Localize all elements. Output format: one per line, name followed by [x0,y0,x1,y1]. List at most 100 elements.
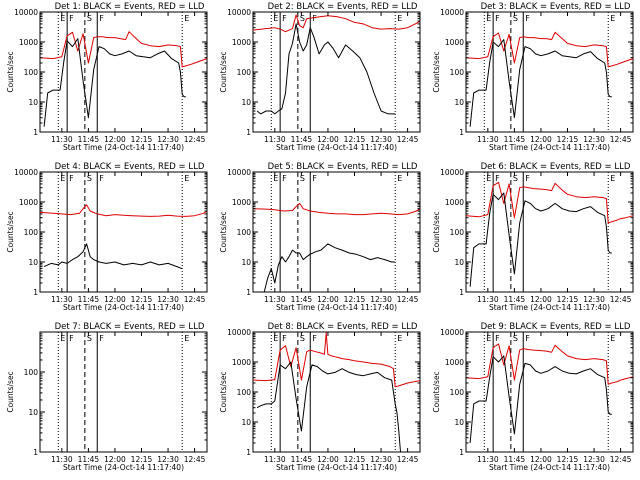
y-tick-label: 10000 [440,8,464,17]
event-label: F [69,174,74,183]
event-label: E [60,174,65,183]
event-label: E [486,334,491,343]
y-tick-label: 1000 [445,198,464,207]
event-label: E [60,14,65,23]
y-tick-label: 10 [241,258,251,267]
y-tick-label: 1 [246,288,251,297]
y-tick-label: 10000 [14,168,38,177]
x-tick-label: 12:30 [583,455,605,464]
x-tick-label: 11:30 [477,295,499,304]
y-tick-label: 100 [237,68,252,77]
y-tick-label: 1 [459,288,464,297]
x-tick-label: 12:30 [157,455,179,464]
event-label: F [525,14,530,23]
events-series-line [263,243,396,293]
x-tick-label: 12:15 [344,455,366,464]
lld-series-line [465,31,634,68]
y-tick-label: 10000 [227,168,251,177]
event-label: F [312,174,317,183]
event-label: S [87,14,92,23]
x-tick-label: 11:30 [51,135,73,144]
event-label: S [513,14,518,23]
event-label: F [495,334,500,343]
event-label: E [60,334,65,343]
y-tick-label: 10000 [14,8,38,17]
lld-series-line [252,14,421,33]
x-tick-label: 11:30 [264,455,286,464]
x-tick-label: 11:45 [291,295,313,304]
events-series-line [469,355,612,444]
event-label: E [486,14,491,23]
y-axis-label: Counts/sec [6,51,15,92]
y-tick-label: 1000 [232,198,251,207]
y-tick-label: 10 [28,258,38,267]
y-axis-label: Counts/sec [6,371,15,412]
event-label: E [184,14,189,23]
x-tick-label: 12:00 [104,295,126,304]
x-tick-label: 11:45 [291,455,313,464]
event-label: E [273,334,278,343]
y-tick-label: 10 [454,418,464,427]
events-series-line [469,39,612,127]
panel-title: Det 5: BLACK = Events, RED = LLD [268,162,418,172]
event-label: E [273,174,278,183]
events-series-line [43,243,183,270]
event-label: S [513,334,518,343]
y-tick-label: 1 [459,128,464,137]
plot-frame [39,331,208,453]
x-tick-label: 11:30 [477,455,499,464]
x-tick-label: 12:15 [131,455,153,464]
x-axis-label: Start Time (24-Oct-14 11:17:40) [276,463,397,472]
events-series-line [256,361,401,453]
event-label: F [525,174,530,183]
x-tick-label: 12:45 [184,295,206,304]
event-label: F [99,334,104,343]
y-tick-label: 100 [24,68,39,77]
y-tick-label: 10000 [440,328,464,337]
event-label: F [69,334,74,343]
event-label: F [495,174,500,183]
x-tick-label: 11:45 [504,135,526,144]
x-tick-label: 11:45 [504,455,526,464]
x-tick-label: 12:00 [530,135,552,144]
y-tick-label: 1 [33,448,38,457]
y-axis-label: Counts/sec [219,51,228,92]
event-label: F [69,14,74,23]
x-axis-label: Start Time (24-Oct-14 11:17:40) [63,463,184,472]
x-tick-label: 12:45 [397,455,419,464]
event-label: S [300,334,305,343]
y-tick-label: 10 [454,98,464,107]
panel-title: Det 1: BLACK = Events, RED = LLD [55,2,205,12]
x-axis-label: Start Time (24-Oct-14 11:17:40) [489,303,610,312]
x-tick-label: 12:30 [583,295,605,304]
x-tick-label: 12:30 [157,295,179,304]
y-tick-label: 10000 [440,168,464,177]
x-tick-label: 12:45 [184,455,206,464]
event-label: S [300,14,305,23]
x-tick-label: 11:30 [264,135,286,144]
event-label: E [610,174,615,183]
event-label: F [495,14,500,23]
x-tick-label: 11:30 [51,455,73,464]
event-label: F [282,174,287,183]
y-tick-label: 100 [450,68,465,77]
x-tick-label: 12:15 [131,295,153,304]
event-label: E [610,14,615,23]
events-series-line [256,23,396,115]
x-tick-label: 12:30 [370,455,392,464]
x-axis-label: Start Time (24-Oct-14 11:17:40) [276,143,397,152]
y-tick-label: 1 [33,288,38,297]
y-tick-label: 100 [237,388,252,397]
event-label: E [397,334,402,343]
y-tick-label: 1000 [232,38,251,47]
event-label: F [525,334,530,343]
event-label: F [312,334,317,343]
y-axis-label: Counts/sec [6,211,15,252]
x-tick-label: 12:15 [557,295,579,304]
x-tick-label: 12:00 [530,455,552,464]
x-tick-label: 12:00 [317,455,339,464]
